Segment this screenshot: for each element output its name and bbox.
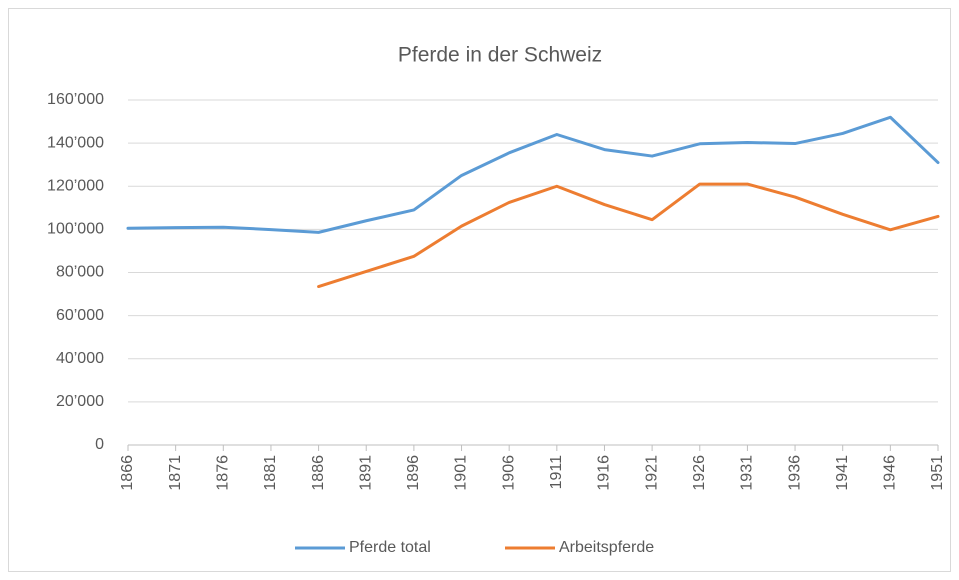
x-tick-label: 1891: [357, 455, 374, 491]
x-tick-label: 1946: [882, 455, 899, 491]
y-tick-label: 100’000: [47, 221, 104, 238]
x-tick-label: 1866: [119, 455, 136, 491]
x-tick-label: 1916: [596, 455, 613, 491]
line-series: [317, 182, 940, 289]
x-tick-label: 1906: [500, 455, 517, 491]
x-tick-label: 1926: [691, 455, 708, 491]
y-tick-label: 0: [95, 436, 104, 453]
y-tick-label: 60’000: [56, 307, 104, 324]
chart-border: [8, 8, 951, 572]
y-tick-label: 120’000: [47, 177, 104, 194]
x-tick-label: 1941: [834, 455, 851, 491]
x-tick-label: 1936: [786, 455, 803, 491]
x-tick-label: 1871: [167, 455, 184, 491]
x-tick-label: 1951: [929, 455, 946, 491]
x-tick-label: 1911: [548, 455, 565, 490]
x-tick-label: 1931: [739, 455, 756, 491]
y-tick-label: 140’000: [47, 134, 104, 151]
x-tick-label: 1881: [262, 455, 279, 491]
chart-title: Pferde in der Schweiz: [398, 44, 602, 67]
x-tick-label: 1886: [310, 455, 327, 491]
x-tick-label: 1896: [405, 455, 422, 491]
legend-label: Pferde total: [349, 539, 431, 556]
y-tick-label: 20’000: [56, 393, 104, 410]
x-tick-label: 1901: [453, 455, 470, 491]
x-tick-label: 1876: [215, 455, 232, 491]
legend-label: Arbeitspferde: [559, 539, 654, 556]
y-tick-label: 40’000: [56, 350, 104, 367]
x-tick-label: 1921: [643, 455, 660, 491]
y-tick-label: 160’000: [47, 91, 104, 108]
line-series: [126, 115, 940, 234]
y-tick-label: 80’000: [56, 264, 104, 281]
